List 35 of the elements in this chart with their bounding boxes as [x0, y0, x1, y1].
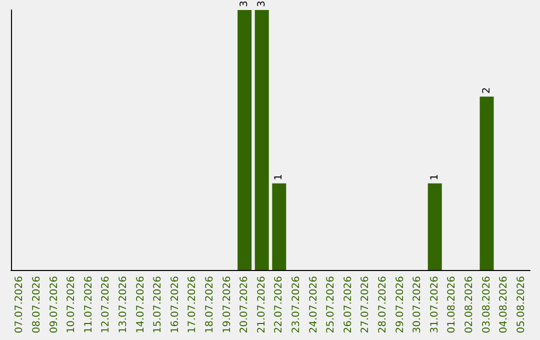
data-label: 3 [256, 0, 268, 7]
data-label: 1 [429, 174, 440, 180]
x-tick-label: 26.07.2026 [342, 276, 354, 334]
x-tick-label: 18.07.2026 [204, 276, 216, 334]
x-tick-label: 17.07.2026 [187, 276, 198, 334]
x-tick-label: 20.07.2026 [239, 276, 250, 334]
x-tick-label: 28.07.2026 [377, 276, 388, 334]
x-tick-label: 04.08.2026 [498, 276, 510, 334]
x-tick-label: 23.07.2026 [290, 276, 302, 334]
x-tick-label: 21.07.2026 [256, 276, 268, 334]
x-tick-label: 27.07.2026 [360, 276, 372, 334]
x-tick-label: 30.07.2026 [412, 276, 424, 334]
x-tick-label: 07.07.2026 [14, 276, 26, 334]
x-tick-label: 14.07.2026 [135, 276, 146, 334]
x-tick-label: 24.07.2026 [308, 276, 320, 334]
x-tick-label: 11.07.2026 [83, 276, 94, 334]
x-tick-label: 03.08.2026 [481, 276, 492, 334]
x-tick-label: 31.07.2026 [429, 276, 440, 334]
x-tick-label: 16.07.2026 [170, 276, 181, 334]
x-tick-label: 02.08.2026 [464, 276, 475, 334]
x-tick-label: 29.07.2026 [394, 276, 406, 334]
x-tick-label: 13.07.2026 [118, 276, 129, 334]
data-label: 1 [274, 174, 285, 180]
x-tick-label: 22.07.2026 [274, 276, 285, 334]
x-tick-label: 10.07.2026 [66, 276, 78, 334]
x-tick-label: 19.07.2026 [222, 276, 233, 334]
x-tick-label: 15.07.2026 [152, 276, 164, 334]
x-tick-label: 09.07.2026 [48, 276, 60, 334]
data-label: 2 [481, 87, 492, 94]
x-tick-label: 08.07.2026 [31, 276, 42, 334]
x-tick-label: 05.08.2026 [516, 276, 527, 334]
x-tick-label: 25.07.2026 [326, 276, 337, 334]
data-label: 3 [239, 0, 250, 7]
x-tick-label: 12.07.2026 [100, 276, 112, 334]
x-tick-label: 01.08.2026 [446, 276, 458, 334]
